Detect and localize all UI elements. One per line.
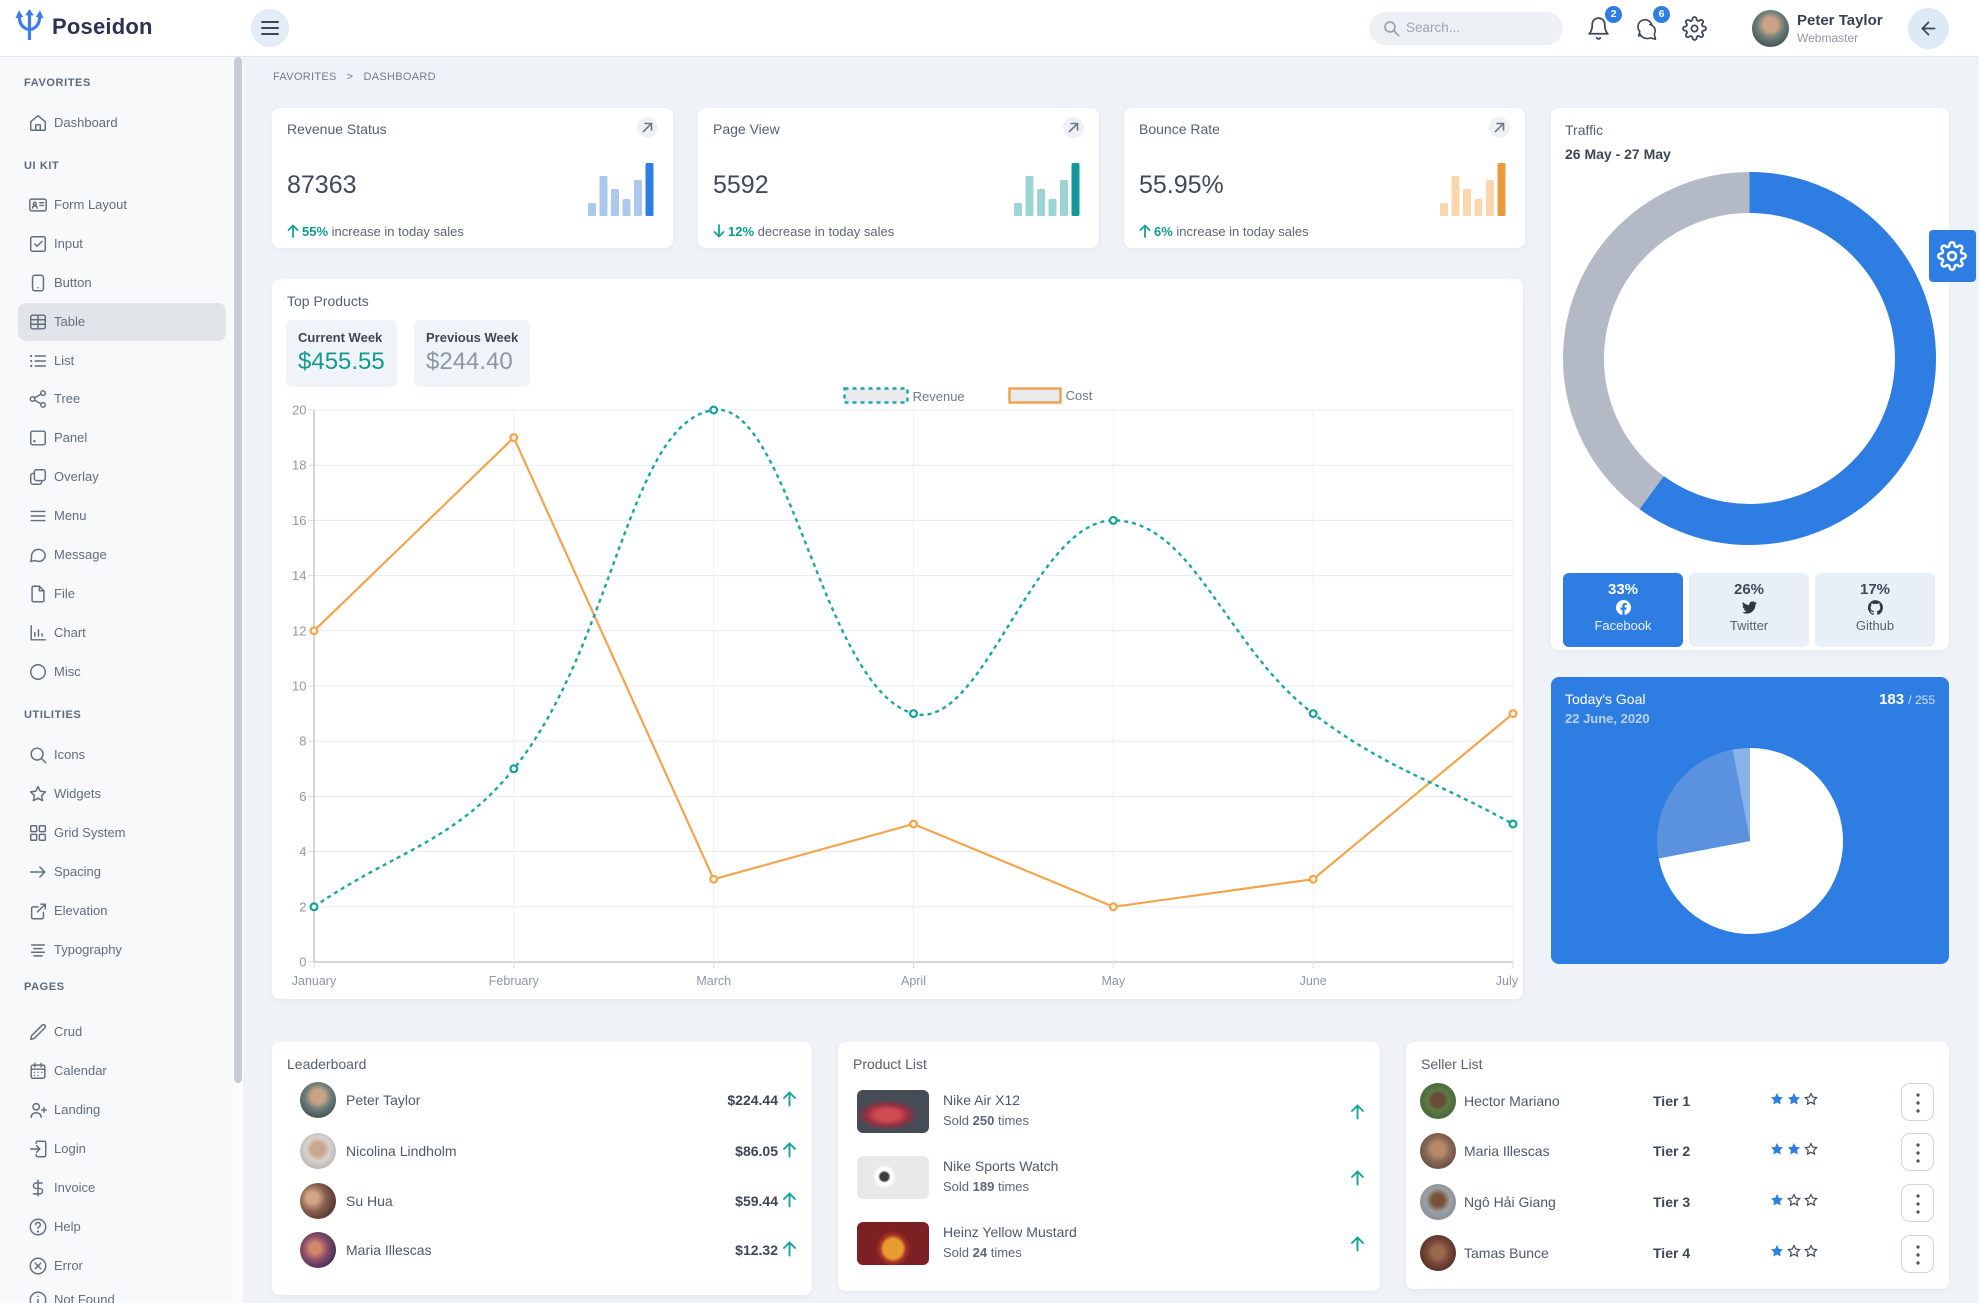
svg-text:July: July xyxy=(1496,974,1519,988)
svg-text:18: 18 xyxy=(292,458,306,473)
svg-text:8: 8 xyxy=(299,734,306,749)
svg-text:March: March xyxy=(696,974,731,988)
svg-text:10: 10 xyxy=(292,679,306,694)
svg-text:June: June xyxy=(1300,974,1327,988)
svg-text:16: 16 xyxy=(292,513,306,528)
svg-text:20: 20 xyxy=(292,403,306,418)
svg-text:April: April xyxy=(901,974,926,988)
svg-text:12: 12 xyxy=(292,623,306,638)
svg-text:6: 6 xyxy=(299,789,306,804)
svg-text:4: 4 xyxy=(299,844,306,859)
svg-text:0: 0 xyxy=(299,955,306,970)
svg-text:May: May xyxy=(1101,974,1125,988)
svg-text:February: February xyxy=(489,974,540,988)
svg-text:14: 14 xyxy=(292,568,306,583)
svg-text:2: 2 xyxy=(299,899,306,914)
svg-text:January: January xyxy=(292,974,337,988)
